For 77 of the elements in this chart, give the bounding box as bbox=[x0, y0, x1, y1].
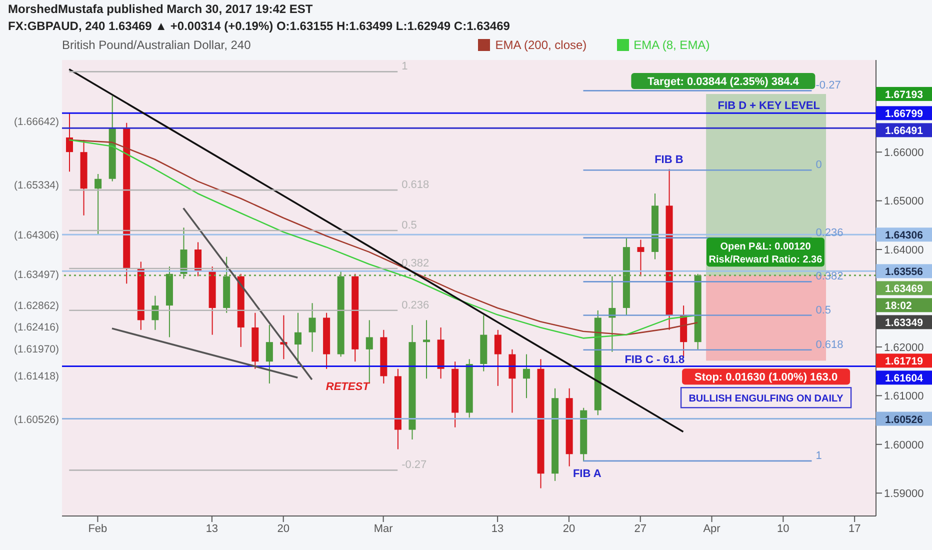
candlestick bbox=[637, 239, 644, 277]
annotation: FIB D + KEY LEVEL bbox=[718, 100, 820, 112]
legend-label: EMA (8, EMA) bbox=[634, 38, 710, 52]
series-label: 1 bbox=[402, 60, 408, 73]
ref-line-label: 1.60526 bbox=[885, 414, 924, 426]
series-label: -0.27 bbox=[402, 459, 427, 472]
series-label: 0.618 bbox=[816, 338, 844, 351]
candlestick bbox=[266, 324, 273, 384]
candlestick bbox=[94, 174, 102, 236]
series-label: 0.382 bbox=[816, 270, 844, 283]
y-tick-label: 1.60000 bbox=[884, 439, 924, 452]
band-label: Stop: 0.01630 (1.00%) 163.0 bbox=[694, 372, 838, 384]
text: MorshedMustafa published March 30, 2017 19:42 EST bbox=[8, 2, 313, 16]
candlestick bbox=[294, 312, 302, 364]
x-tick-label: 10 bbox=[777, 522, 790, 535]
series-label: 0.236 bbox=[816, 226, 844, 239]
candlestick bbox=[152, 295, 159, 330]
y-tick-label: 1.66000 bbox=[884, 146, 924, 159]
text: (1.61970) bbox=[14, 343, 59, 356]
chart-title: British Pound/Australian Dollar, 240 bbox=[62, 38, 251, 52]
text: (1.63497) bbox=[14, 269, 59, 282]
annotation: RETEST bbox=[326, 381, 371, 394]
text: 1.61719 bbox=[885, 356, 924, 368]
text: (1.61418) bbox=[14, 370, 59, 382]
band-label: Target: 0.03844 (2.35%) 384.4 bbox=[647, 76, 800, 88]
text: (1.64306) bbox=[14, 230, 59, 242]
y-tick-label: 1.64000 bbox=[884, 244, 924, 256]
series-label: -0.27 bbox=[816, 80, 841, 92]
candlestick bbox=[308, 302, 316, 352]
ref-line-label: 1.63469 bbox=[885, 283, 924, 296]
text: (1.65334) bbox=[14, 180, 59, 192]
y-tick-label: 1.59000 bbox=[884, 488, 924, 500]
ref-line-label: 1.61604 bbox=[885, 372, 924, 385]
series-label: 1 bbox=[816, 450, 822, 462]
y-tick-label: 1.65000 bbox=[884, 196, 924, 208]
x-tick-label: 27 bbox=[634, 522, 646, 535]
series-label: 0.236 bbox=[402, 299, 430, 312]
chart-subtitle: FX:GBPAUD, 240 1.63469 ▲ +0.00314 (+0.19%) O:1.63155 H:1.63499 L:1.62949 C:1.63469 bbox=[8, 19, 510, 33]
y-tick-label: 1.62000 bbox=[884, 342, 924, 354]
annotation: FIB B bbox=[654, 154, 684, 166]
x-tick-label: 13 bbox=[206, 522, 218, 535]
ref-line-label: 1.64306 bbox=[885, 230, 924, 242]
text: (1.62862) bbox=[14, 300, 59, 312]
annotation: FIB A bbox=[572, 468, 602, 480]
annotation: Open P&L: 0.00120 bbox=[720, 242, 812, 253]
series-label: 0.382 bbox=[402, 258, 430, 270]
x-tick-label: 13 bbox=[491, 522, 504, 535]
series-label: 0.618 bbox=[402, 179, 430, 192]
legend-label: EMA (200, close) bbox=[495, 38, 587, 52]
candlestick bbox=[66, 112, 73, 172]
series-label: 0.5 bbox=[816, 304, 832, 316]
x-tick-label: Feb bbox=[88, 522, 108, 535]
text: 18:02 bbox=[885, 300, 912, 312]
candlestick bbox=[194, 242, 202, 277]
text: (1.62416) bbox=[14, 322, 59, 334]
x-tick-label: 17 bbox=[848, 522, 861, 535]
ref-line-label: 1.66491 bbox=[885, 125, 924, 138]
x-tick-label: 20 bbox=[277, 522, 290, 535]
y-tick-label: 1.61000 bbox=[884, 390, 924, 403]
annotation: FIB C - 61.8 bbox=[624, 354, 685, 366]
text: 1.67193 bbox=[885, 88, 924, 101]
annotation: BULLISH ENGULFING ON DAILY bbox=[688, 394, 844, 405]
candlestick bbox=[494, 329, 502, 386]
series-label: 0.5 bbox=[402, 220, 417, 232]
x-tick-label: Apr bbox=[703, 522, 721, 535]
x-tick-label: Mar bbox=[374, 522, 394, 535]
text: (1.60526) bbox=[14, 414, 59, 426]
ref-line-label: 1.63556 bbox=[885, 266, 924, 278]
text: 1.63349 bbox=[885, 317, 924, 330]
candlestick bbox=[366, 320, 373, 384]
candlestick bbox=[423, 320, 430, 380]
ref-line-label: 1.66799 bbox=[885, 108, 924, 120]
text: (1.66642) bbox=[14, 116, 59, 128]
annotation: Risk/Reward Ratio: 2.36 bbox=[708, 254, 823, 266]
series-label: 0 bbox=[816, 159, 822, 172]
candlestick bbox=[522, 354, 530, 399]
x-tick-label: 20 bbox=[562, 522, 576, 535]
